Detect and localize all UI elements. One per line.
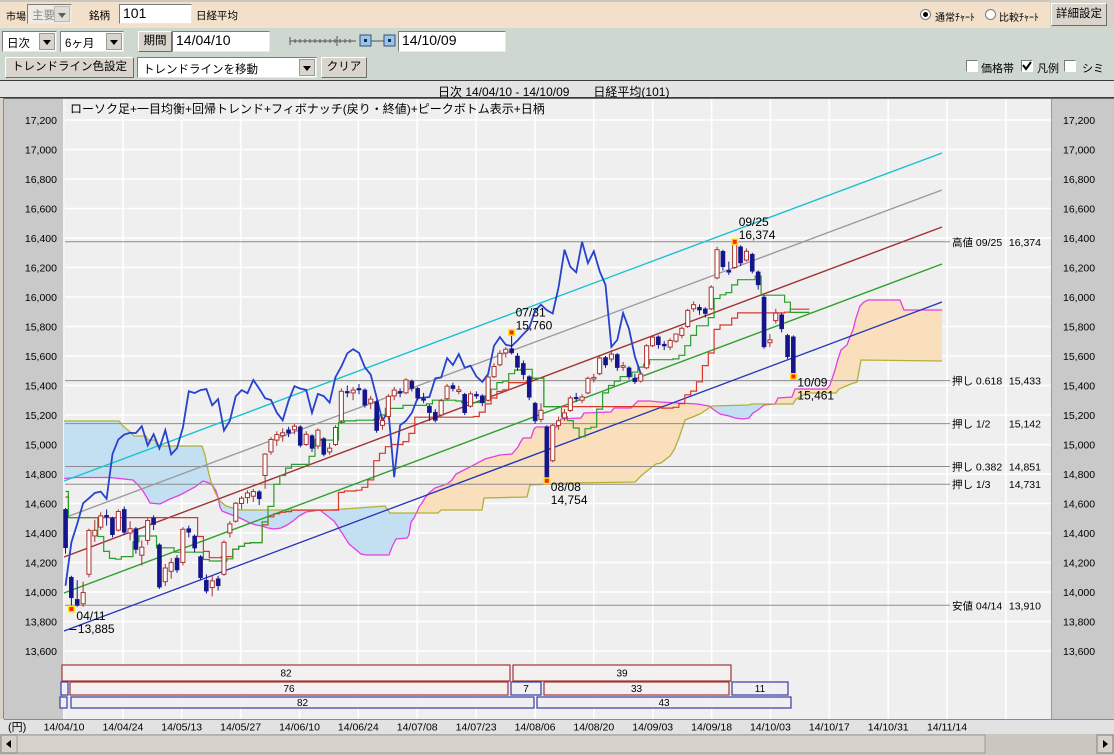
svg-text:安値 04/14: 安値 04/14 [952,599,1002,612]
svg-text:17,000: 17,000 [25,145,57,157]
svg-text:14,731: 14,731 [1009,479,1041,491]
svg-text:13,800: 13,800 [25,617,57,629]
svg-text:16,400: 16,400 [1063,233,1095,245]
svg-text:15,461: 15,461 [797,389,834,403]
svg-text:13,600: 13,600 [1063,646,1095,658]
svg-text:82: 82 [280,669,292,680]
svg-text:17,000: 17,000 [1063,145,1095,157]
svg-text:14/06/10: 14/06/10 [279,722,320,734]
svg-text:14/10/31: 14/10/31 [868,722,909,734]
svg-text:15,400: 15,400 [1063,381,1095,393]
svg-text:15,600: 15,600 [25,351,57,363]
svg-text:15,200: 15,200 [25,410,57,422]
svg-text:7: 7 [523,684,529,695]
svg-text:押し 1/3: 押し 1/3 [952,478,991,491]
svg-text:33: 33 [631,684,643,695]
svg-text:高値 09/25: 高値 09/25 [952,236,1002,249]
svg-text:10/09: 10/09 [797,376,827,390]
svg-text:15,400: 15,400 [25,381,57,393]
svg-text:39: 39 [616,669,628,680]
svg-text:14,600: 14,600 [1063,499,1095,511]
svg-text:09/25: 09/25 [739,215,769,229]
svg-text:16,000: 16,000 [25,292,57,304]
svg-text:17,200: 17,200 [1063,115,1095,127]
svg-text:14,000: 14,000 [1063,587,1095,599]
svg-text:14/07/23: 14/07/23 [456,722,497,734]
svg-text:76: 76 [283,684,295,695]
svg-text:14,400: 14,400 [25,528,57,540]
svg-text:16,200: 16,200 [25,263,57,275]
svg-text:13,910: 13,910 [1009,600,1041,612]
svg-text:04/11: 04/11 [76,609,105,623]
svg-text:15,000: 15,000 [25,440,57,452]
svg-text:11: 11 [755,684,766,695]
svg-text:15,800: 15,800 [25,322,57,334]
svg-text:14/08/20: 14/08/20 [573,722,614,734]
svg-text:15,142: 15,142 [1009,419,1041,431]
svg-text:16,600: 16,600 [25,204,57,216]
svg-text:14/04/24: 14/04/24 [102,722,143,734]
svg-text:16,400: 16,400 [25,233,57,245]
svg-text:押し 1/2: 押し 1/2 [952,418,991,431]
svg-text:14,754: 14,754 [551,493,588,507]
svg-text:43: 43 [658,698,670,709]
svg-text:16,000: 16,000 [1063,292,1095,304]
svg-text:16,800: 16,800 [1063,174,1095,186]
svg-text:押し 0.382: 押し 0.382 [952,461,1002,474]
svg-text:15,433: 15,433 [1009,376,1041,388]
svg-text:16,800: 16,800 [25,174,57,186]
svg-text:14,851: 14,851 [1009,462,1041,474]
svg-text:16,374: 16,374 [739,228,776,242]
svg-text:82: 82 [297,698,309,709]
svg-text:16,600: 16,600 [1063,204,1095,216]
svg-text:14,200: 14,200 [1063,558,1095,570]
svg-text:14/10/03: 14/10/03 [750,722,791,734]
svg-text:16,200: 16,200 [1063,263,1095,275]
svg-text:17,200: 17,200 [25,115,57,127]
svg-text:13,885: 13,885 [78,622,115,636]
svg-text:07/31: 07/31 [516,305,546,319]
svg-text:14/07/08: 14/07/08 [397,722,438,734]
svg-text:14/05/27: 14/05/27 [220,722,261,734]
svg-text:15,760: 15,760 [516,318,553,332]
svg-text:16,374: 16,374 [1009,237,1041,249]
svg-text:14,200: 14,200 [25,558,57,570]
svg-text:15,000: 15,000 [1063,440,1095,452]
svg-text:15,200: 15,200 [1063,410,1095,422]
svg-text:08/08: 08/08 [551,480,581,494]
svg-text:14/08/06: 14/08/06 [515,722,556,734]
svg-text:押し 0.618: 押し 0.618 [952,375,1002,388]
svg-text:ローソク足+一目均衡+回帰トレンド+フィボナッチ(戻り・終値: ローソク足+一目均衡+回帰トレンド+フィボナッチ(戻り・終値)+ピークボトム表示… [70,101,545,116]
svg-text:13,600: 13,600 [25,646,57,658]
svg-text:14/11/14: 14/11/14 [927,722,967,734]
svg-text:14/04/10: 14/04/10 [44,722,85,734]
svg-text:14/09/18: 14/09/18 [691,722,732,734]
svg-text:(円): (円) [8,722,26,734]
svg-text:14/10/17: 14/10/17 [809,722,850,734]
svg-text:14/09/03: 14/09/03 [632,722,673,734]
svg-text:14,800: 14,800 [25,469,57,481]
svg-text:14,800: 14,800 [1063,469,1095,481]
svg-text:15,600: 15,600 [1063,351,1095,363]
svg-text:13,800: 13,800 [1063,617,1095,629]
svg-text:14/06/24: 14/06/24 [338,722,379,734]
svg-text:14,600: 14,600 [25,499,57,511]
svg-text:15,800: 15,800 [1063,322,1095,334]
svg-text:14/05/13: 14/05/13 [161,722,202,734]
svg-text:14,000: 14,000 [25,587,57,599]
svg-text:14,400: 14,400 [1063,528,1095,540]
